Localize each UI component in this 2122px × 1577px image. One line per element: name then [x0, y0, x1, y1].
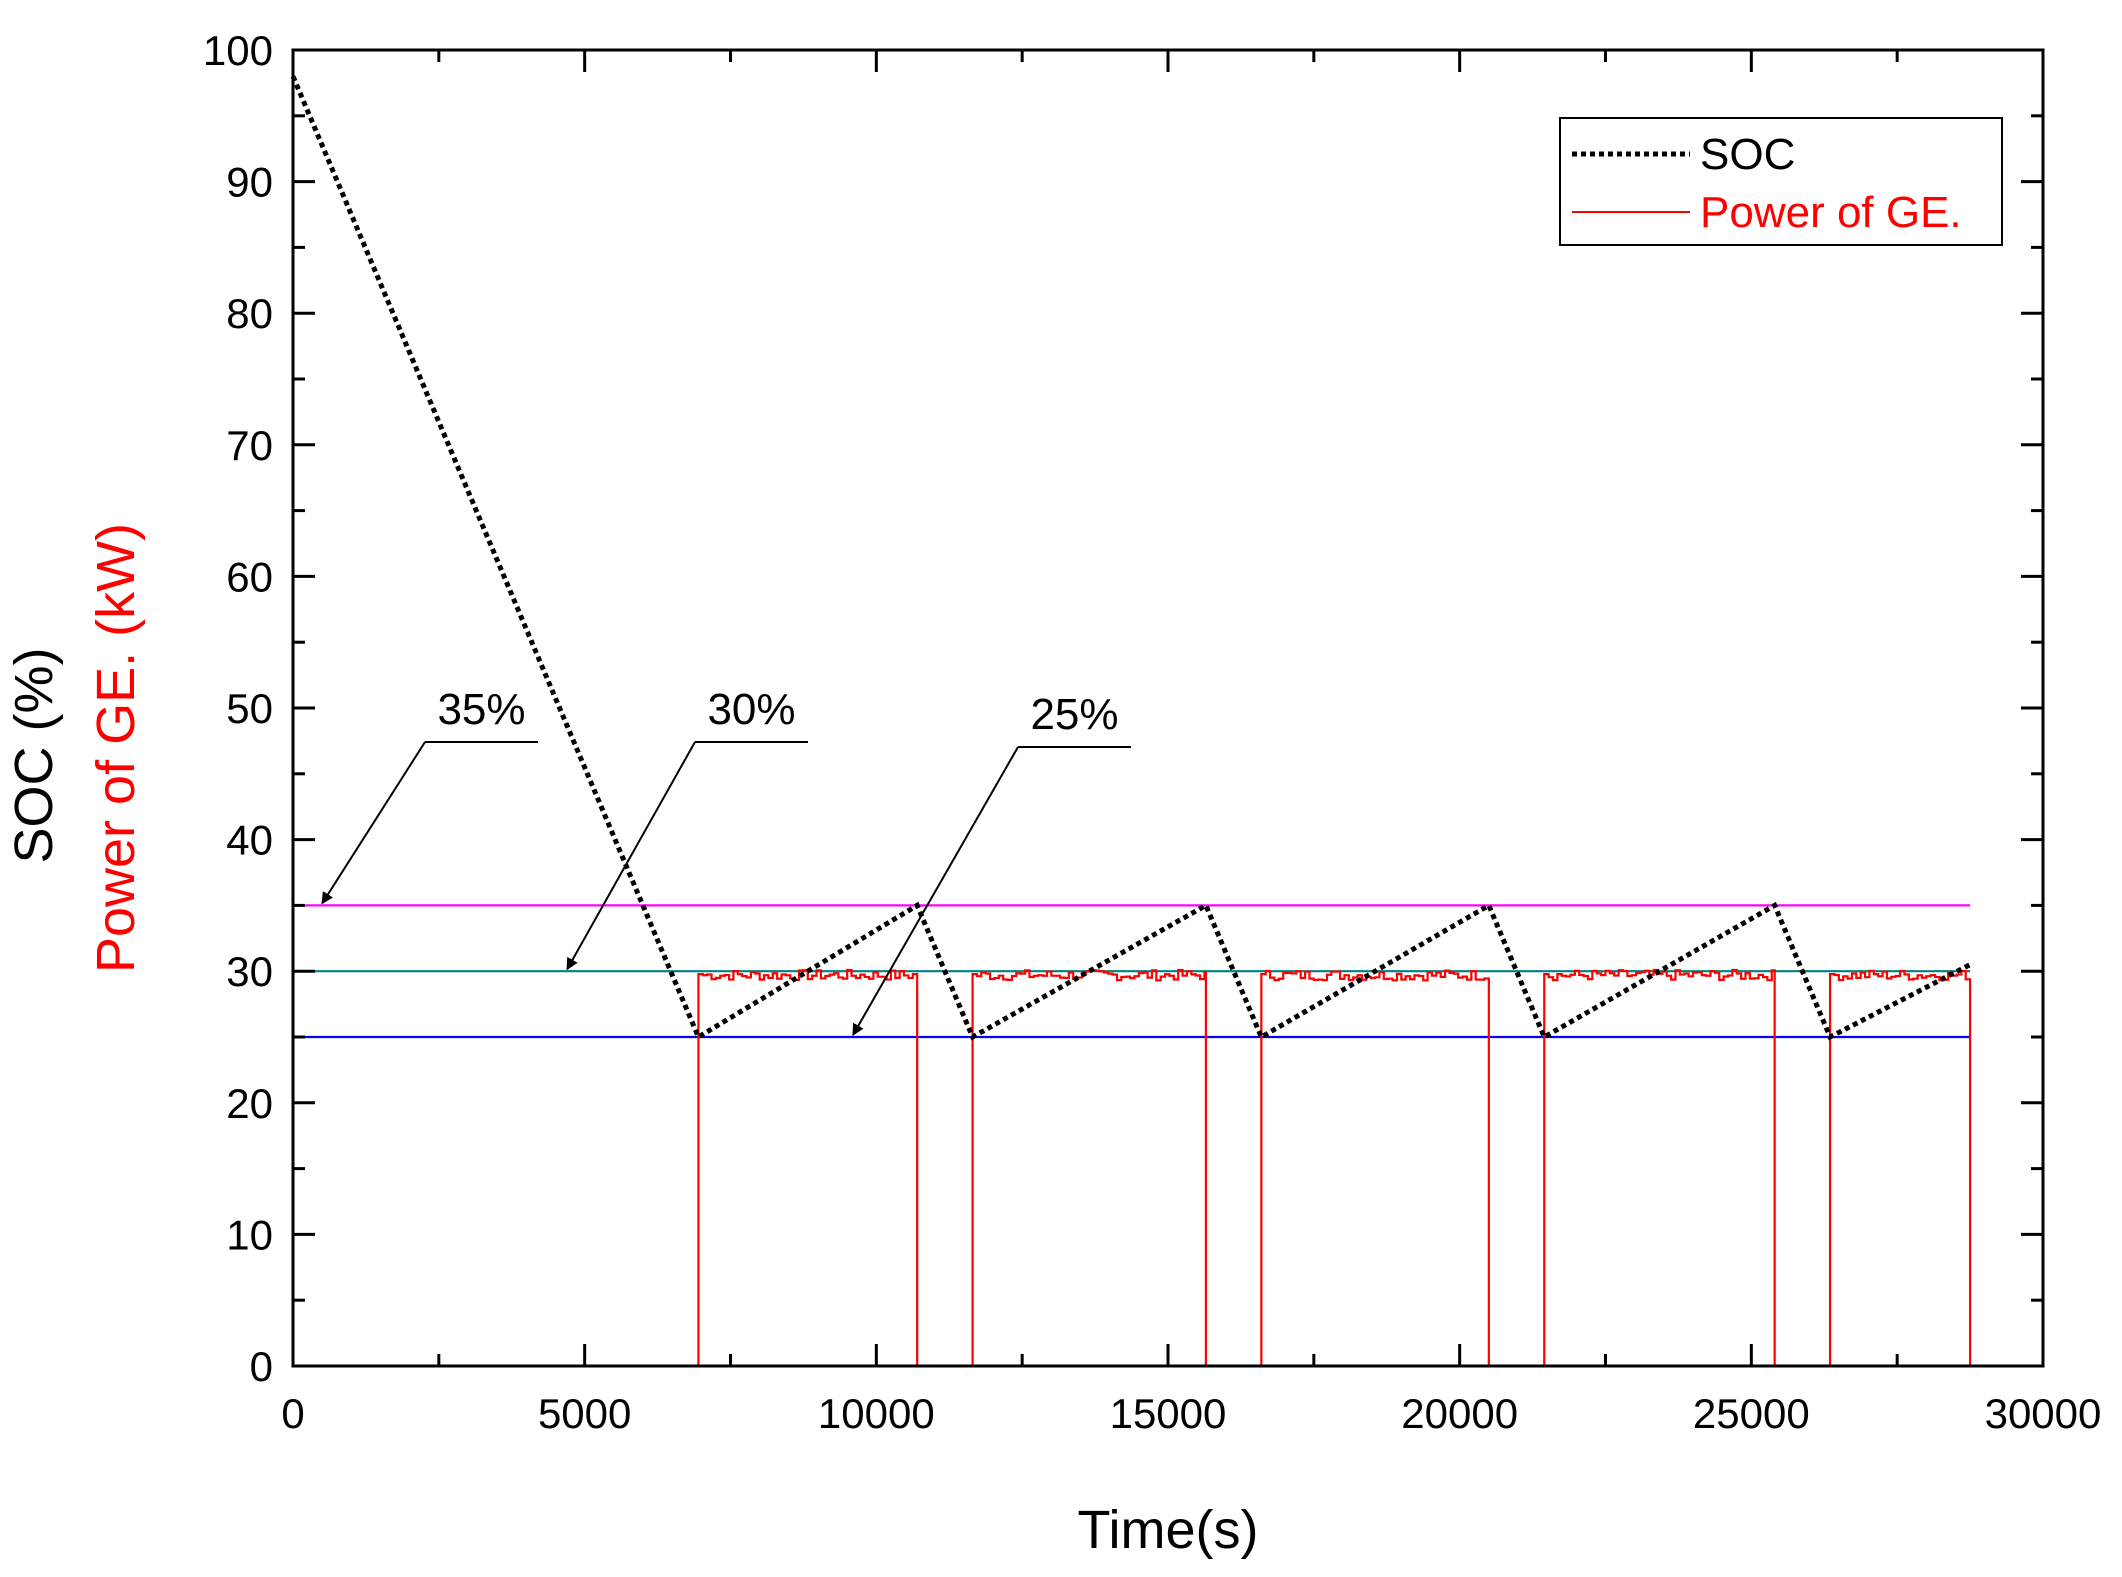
x-tick-label: 25000	[1693, 1390, 1810, 1437]
x-tick-label: 10000	[818, 1390, 935, 1437]
y-tick-label: 40	[226, 817, 273, 864]
annotation-label: 30%	[707, 685, 795, 734]
y-tick-label: 70	[226, 422, 273, 469]
y-tick-label: 90	[226, 159, 273, 206]
x-axis-title: Time(s)	[1078, 1500, 1259, 1560]
x-tick-label: 20000	[1401, 1390, 1518, 1437]
annotation-25: 25%	[852, 690, 1131, 1037]
legend-label-power: Power of GE.	[1700, 188, 1962, 237]
annotation-arrow	[321, 741, 426, 905]
annotation-label: 25%	[1030, 690, 1118, 739]
y-axis-title-line2: Power of GE. (kW)	[86, 523, 146, 973]
legend-box	[1559, 117, 2003, 246]
x-tick-label: 30000	[1985, 1390, 2102, 1437]
y-axis-title-line1: SOC (%)	[4, 648, 64, 864]
y-tick-label: 10	[226, 1211, 273, 1258]
y-tick-label: 0	[250, 1343, 273, 1390]
y-tick-label: 80	[226, 290, 273, 337]
y-tick-label: 100	[203, 27, 273, 74]
annotation-arrow	[852, 746, 1019, 1037]
y-tick-label: 60	[226, 553, 273, 600]
annotation-35: 35%	[321, 685, 538, 905]
annotations: 35% 30% 25%	[321, 685, 1131, 1037]
y-tick-label: 30	[226, 948, 273, 995]
annotation-30: 30%	[566, 685, 808, 971]
reference-lines	[293, 904, 1971, 1039]
power-line	[293, 968, 1972, 1368]
power-series	[293, 968, 1972, 1368]
y-tick-label: 50	[226, 685, 273, 732]
x-axis-ticks: 0 5000 10000 15000 20000 25000 30000	[281, 50, 2101, 1437]
annotation-label: 35%	[437, 685, 525, 734]
legend-label-soc: SOC	[1700, 130, 1795, 179]
y-axis-title: SOC (%) Power of GE. (kW)	[4, 523, 146, 973]
annotation-arrow	[566, 741, 696, 971]
x-tick-label: 15000	[1110, 1390, 1227, 1437]
y-axis-ticks: 0 10 20 30 40 50 60 70 80 90 100	[203, 27, 2043, 1390]
plot-frame	[291, 48, 2045, 1368]
x-tick-label: 5000	[538, 1390, 631, 1437]
legend: SOC Power of GE.	[1559, 117, 2003, 246]
x-tick-label: 0	[281, 1390, 304, 1437]
y-tick-label: 20	[226, 1080, 273, 1127]
